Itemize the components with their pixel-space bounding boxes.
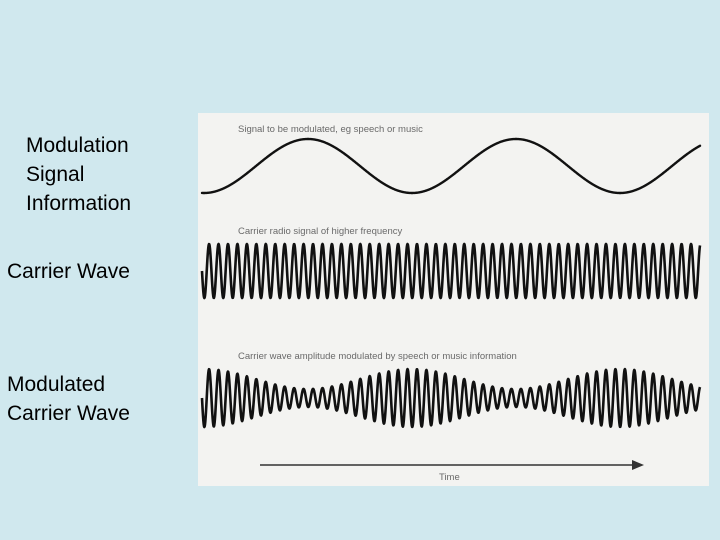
carrier-wave (200, 242, 702, 300)
modulation-label-line-1: Modulation (26, 134, 129, 157)
caption-signal: Signal to be modulated, eg speech or mus… (238, 124, 423, 135)
modulated-label-line-2: Carrier Wave (7, 402, 130, 425)
time-axis-arrow (260, 460, 644, 470)
time-axis-label: Time (439, 472, 460, 483)
modulated-label-line-1: Modulated (7, 373, 106, 396)
caption-modulated: Carrier wave amplitude modulated by spee… (238, 351, 517, 362)
modulation-label-line-2: Signal (26, 163, 85, 186)
modulation-figure: Signal to be modulated, eg speech or mus… (198, 113, 709, 486)
caption-carrier: Carrier radio signal of higher frequency (238, 226, 402, 237)
carrier-wave-label: Carrier Wave (7, 257, 130, 286)
modulation-signal-label: Modulation Signal Information (26, 131, 131, 218)
modulating-signal-wave (200, 137, 702, 195)
arrow-head-icon (632, 460, 644, 470)
modulated-carrier-wave (200, 367, 702, 429)
modulated-carrier-wave-label: Modulated Carrier Wave (7, 370, 130, 428)
carrier-label-line-1: Carrier Wave (7, 260, 130, 283)
waveform-diagram: Signal to be modulated, eg speech or mus… (200, 124, 702, 483)
modulation-label-line-3: Information (26, 192, 132, 215)
